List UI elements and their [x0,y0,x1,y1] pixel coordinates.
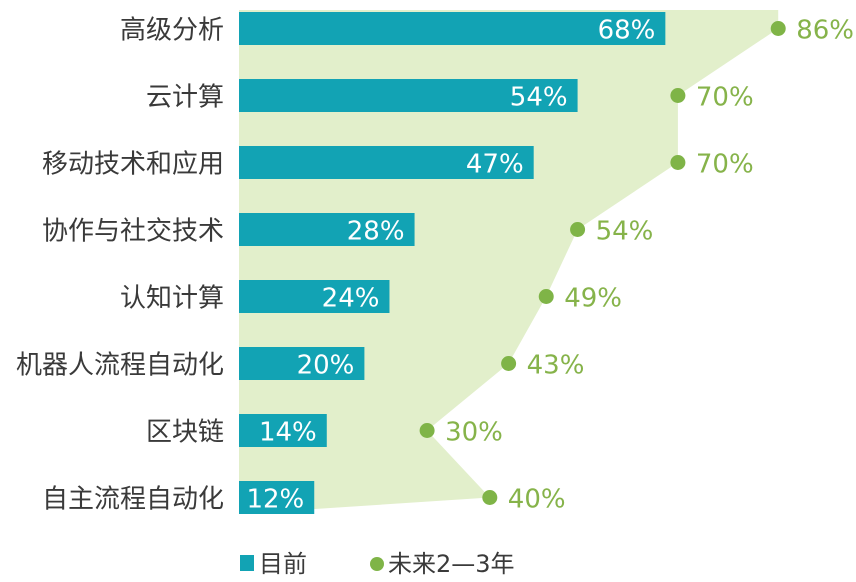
future-point-0 [770,21,786,36]
category-label-3: 协作与社交技术 [42,217,224,247]
bar-3 [239,213,415,246]
legend-swatch-current [240,555,254,571]
category-label-7: 自主流程自动化 [42,485,224,515]
future-point-5 [501,356,517,371]
bar-value-label-7: 12% [246,485,304,515]
bar-5 [239,347,365,380]
future-value-label-6: 30% [445,418,503,448]
future-value-label-3: 54% [596,217,654,247]
legend-swatch-future [370,557,384,571]
bar-value-label-5: 20% [297,351,355,381]
future-point-2 [670,155,686,170]
bar-2 [239,146,534,179]
category-label-0: 高级分析 [120,16,224,46]
category-label-5: 机器人流程自动化 [16,351,224,381]
future-value-label-7: 40% [508,485,566,515]
bar-7 [239,481,315,514]
future-point-4 [538,289,554,304]
point-layer [419,21,786,505]
future-area [239,10,779,514]
legend-label-future: 未来2—3年 [388,550,515,578]
bar-value-label-3: 28% [347,217,405,247]
category-label-2: 移动技术和应用 [42,150,224,180]
future-value-label-1: 70% [696,83,754,113]
bar-value-label-0: 68% [598,16,656,46]
bar-layer [239,12,666,514]
future-value-label-0: 86% [796,16,854,46]
category-label-4: 认知计算 [120,284,224,314]
future-point-1 [670,88,686,103]
future-value-label-2: 70% [696,150,754,180]
legend-label-current: 目前 [259,550,307,578]
future-area-layer [239,10,779,514]
category-label-1: 云计算 [146,83,224,113]
future-point-3 [570,222,586,237]
legend: 目前 未来2—3年 [240,550,515,578]
bar-value-label-6: 14% [259,418,317,448]
category-label-6: 区块链 [146,418,224,448]
bar-0 [239,12,666,45]
bar-6 [239,414,327,447]
bar-4 [239,280,390,313]
bar-value-label-4: 24% [322,284,380,314]
bar-1 [239,79,578,112]
future-point-7 [482,490,498,505]
future-point-6 [419,423,435,438]
bar-value-label-2: 47% [466,150,524,180]
bar-value-label-1: 54% [510,83,568,113]
future-value-label-5: 43% [527,351,585,381]
future-value-label-4: 49% [564,284,622,314]
label-layer: 68% 高级分析 86% 54% 云计算 70% 47% 移动技术和应用 70% 28% 协作与社交… [16,16,854,515]
